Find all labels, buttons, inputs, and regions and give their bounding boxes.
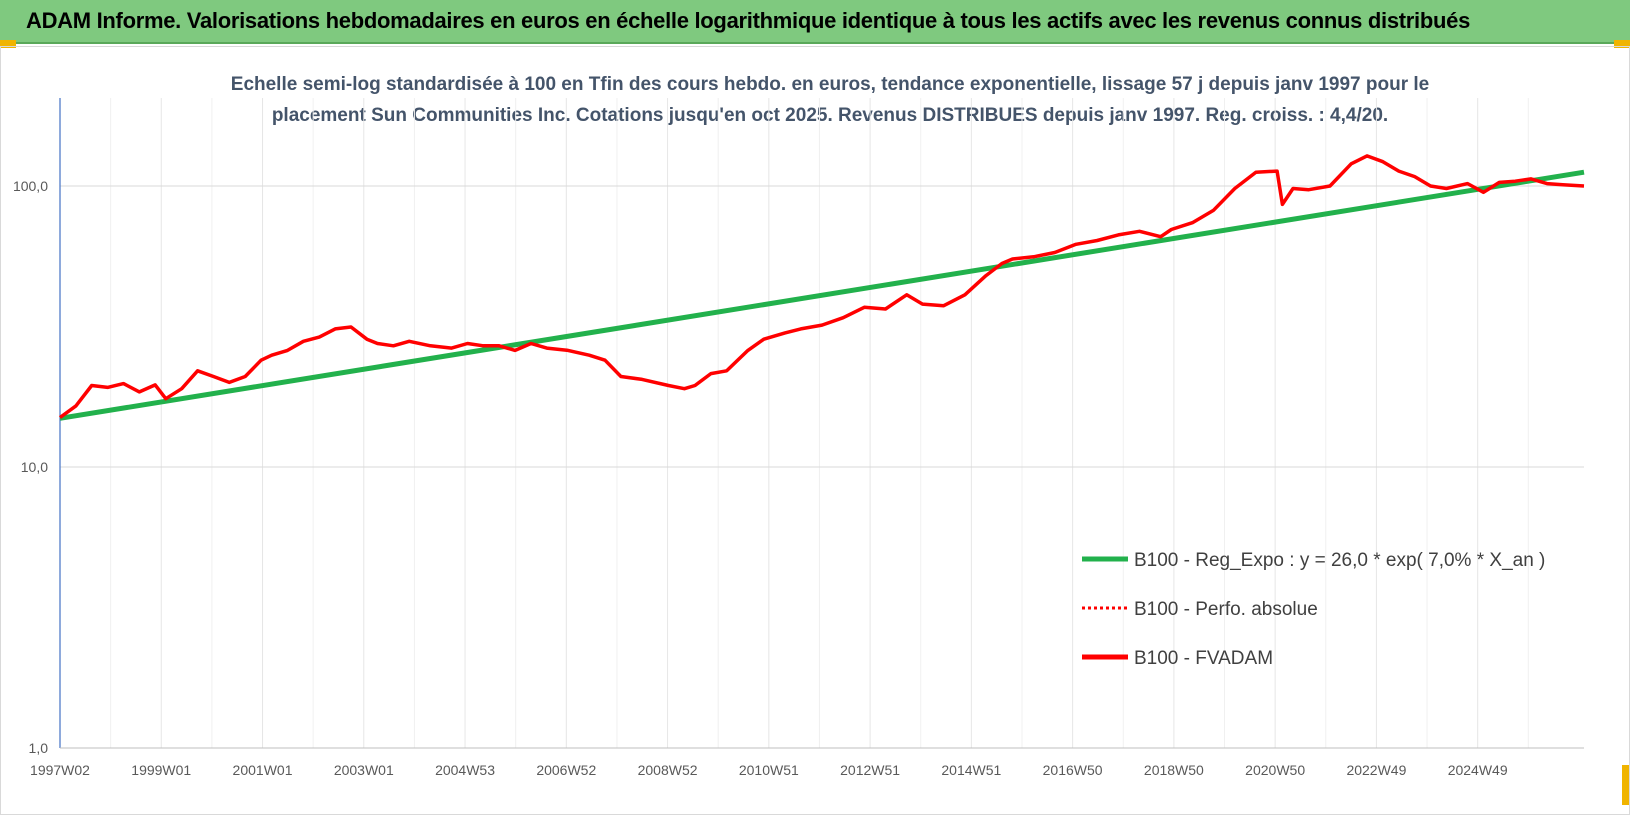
banner-title: ADAM Informe. Valorisations hebdomadaire… [26,8,1471,33]
series-line-0 [59,169,1585,421]
corner-marker-right [1614,40,1630,48]
x-tick-label: 2022W49 [1346,762,1406,778]
corner-marker-left [0,40,16,48]
chart-title-line2: placement Sun Communities Inc. Cotations… [271,105,1389,126]
chart-svg: 1997W02 1999W01 2001W01 2003W01 2004W53 2006W… [13,98,1585,778]
grid-lines [60,98,1584,749]
x-tick-label: 1999W01 [131,762,191,778]
legend-label-1: B100 - Perfo. absolue [1134,599,1318,620]
axes: 1997W02 1999W01 2001W01 2003W01 2004W53 2006W… [13,98,1584,778]
legend-label-2: B100 - FVADAM [1134,648,1273,669]
x-tick-label: 2012W51 [840,762,900,778]
y-tick-label: 100,0 [13,178,48,194]
chart-title-line1: Echelle semi-log standardisée à 100 en T… [230,74,1430,95]
x-tick-label: 2004W53 [435,762,495,778]
x-tick-label: 2018W50 [1144,762,1204,778]
x-tick-label: 2014W51 [941,762,1001,778]
x-tick-label: 2006W52 [536,762,596,778]
x-tick-label: 2008W52 [638,762,698,778]
x-tick-label: 2003W01 [334,762,394,778]
x-tick-label: 2010W51 [739,762,799,778]
x-tick-label: 2001W01 [233,762,293,778]
legend: B100 - Reg_Expo : y = 26,0 * exp( 7,0% *… [1082,550,1545,669]
series-line-2 [58,154,1585,419]
x-tick-label: 2020W50 [1245,762,1305,778]
y-tick-label: 10,0 [21,459,48,475]
x-tick-label: 2016W50 [1043,762,1103,778]
corner-marker-bottom-right [1622,765,1630,805]
title-banner: ADAM Informe. Valorisations hebdomadaire… [0,0,1630,44]
legend-label-0: B100 - Reg_Expo : y = 26,0 * exp( 7,0% *… [1134,550,1545,571]
x-tick-label: 1997W02 [30,762,90,778]
series-group [58,154,1585,421]
x-tick-label: 2024W49 [1448,762,1508,778]
y-tick-label: 1,0 [29,740,49,756]
